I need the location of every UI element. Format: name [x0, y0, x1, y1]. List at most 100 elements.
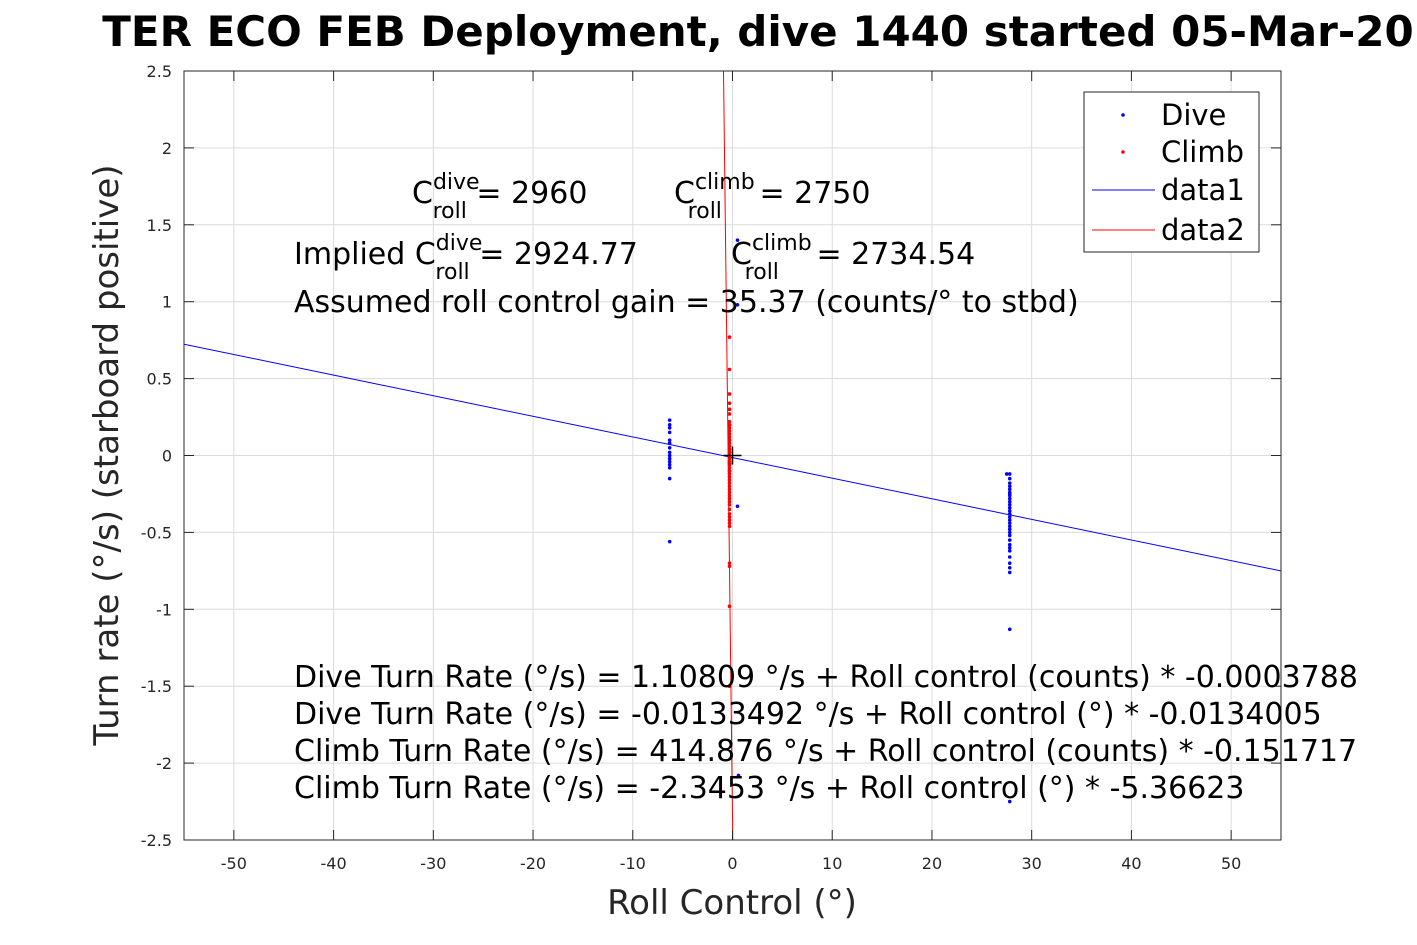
- point-climb: [727, 484, 732, 489]
- equation-dive-degrees: Dive Turn Rate (°/s) = -0.0133492 °/s + …: [294, 697, 1322, 732]
- legend-marker-climb: [1121, 150, 1125, 154]
- c-dive-sup: dive: [433, 170, 480, 195]
- point-dive: [735, 302, 740, 307]
- point-climb: [727, 490, 732, 495]
- point-dive: [667, 438, 672, 442]
- point-dive: [1007, 533, 1012, 538]
- x-tick-label: 50: [1221, 854, 1241, 873]
- c-climb-sup: climb: [695, 170, 755, 195]
- point-dive: [667, 422, 672, 427]
- point-dive: [735, 504, 740, 509]
- point-climb: [727, 407, 732, 412]
- c-dive-annotation: Cdive roll = 2960: [412, 170, 587, 224]
- point-climb: [727, 422, 732, 427]
- point-dive: [667, 430, 672, 435]
- implied-dive-annotation: Implied Cdive roll = 2924.77: [294, 231, 638, 285]
- point-dive: [1007, 542, 1012, 547]
- point-dive: [1007, 627, 1012, 632]
- point-climb: [727, 432, 732, 436]
- point-dive: [1007, 565, 1012, 570]
- implied-climb-sup: climb: [752, 231, 812, 256]
- point-climb: [727, 426, 732, 430]
- point-climb: [727, 502, 732, 507]
- x-tick-label: 40: [1121, 854, 1141, 873]
- point-dive: [1007, 492, 1012, 496]
- x-tick-label: 20: [922, 854, 942, 873]
- point-dive: [1007, 476, 1012, 481]
- point-dive: [1007, 515, 1012, 519]
- equation-climb-counts: Climb Turn Rate (°/s) = 414.876 °/s + Ro…: [294, 734, 1357, 769]
- point-climb: [727, 487, 732, 492]
- gain-annotation: Assumed roll control gain = 35.37 (count…: [294, 285, 1079, 320]
- point-climb: [727, 684, 732, 688]
- point-climb: [727, 392, 732, 396]
- y-tick-label: 0: [162, 447, 172, 466]
- legend: Dive Climb data1 data2: [1083, 91, 1260, 253]
- chart-title: TER ECO FEB Deployment, dive 1440 starte…: [102, 7, 1413, 56]
- point-dive: [1007, 530, 1012, 535]
- legend-marker-dive: [1121, 113, 1125, 117]
- y-tick-label: -2.5: [141, 831, 172, 850]
- annotations: Cdive roll = 2960 Cclimb roll = 2750 Impli…: [294, 170, 1358, 806]
- point-climb: [727, 401, 732, 406]
- point-dive: [1007, 496, 1012, 501]
- point-climb: [727, 469, 732, 473]
- implied-climb-sub: roll: [745, 260, 779, 285]
- x-tick-label: -40: [321, 854, 347, 873]
- x-tick-label: 30: [1022, 854, 1042, 873]
- y-tick-label: -1.5: [141, 677, 172, 696]
- point-climb: [727, 472, 732, 476]
- point-dive: [1007, 521, 1012, 525]
- point-dive: [667, 466, 672, 470]
- point-dive: [1007, 512, 1012, 516]
- point-dive: [1007, 570, 1012, 575]
- point-climb: [727, 499, 732, 504]
- c-climb-prefix: C: [674, 176, 695, 211]
- point-climb: [727, 459, 732, 464]
- point-dive: [1007, 484, 1012, 489]
- point-dive: [667, 476, 672, 481]
- c-dive-sub: roll: [433, 199, 467, 224]
- y-tick-label: 1.5: [147, 216, 172, 235]
- point-dive: [667, 462, 672, 467]
- x-tick-label: 10: [822, 854, 842, 873]
- legend-label-data2: data2: [1161, 213, 1245, 247]
- y-tick-label: 2.5: [147, 62, 172, 81]
- y-tick-label: 0.5: [147, 370, 172, 389]
- point-climb: [727, 335, 732, 339]
- point-dive: [1007, 509, 1012, 513]
- point-climb: [727, 441, 732, 445]
- point-dive: [667, 446, 672, 450]
- point-climb: [727, 478, 732, 482]
- c-climb-annotation: Cclimb roll = 2750: [674, 170, 870, 224]
- point-dive: [1007, 799, 1012, 804]
- point-dive: [1007, 538, 1012, 542]
- point-climb: [727, 412, 732, 416]
- point-climb: [727, 450, 732, 455]
- point-climb: [727, 496, 732, 501]
- implied-dive-prefix: Implied C: [294, 237, 436, 272]
- point-dive: [667, 456, 672, 461]
- equation-climb-degrees: Climb Turn Rate (°/s) = -2.3453 °/s + Ro…: [294, 771, 1244, 806]
- point-climb: [727, 462, 732, 467]
- y-tick-label: 2: [162, 139, 172, 158]
- point-climb: [727, 515, 732, 519]
- legend-label-dive: Dive: [1161, 98, 1226, 132]
- x-tick-label: -50: [221, 854, 247, 873]
- point-climb: [727, 518, 732, 522]
- point-dive: [1007, 499, 1012, 504]
- point-dive: [667, 539, 672, 544]
- y-axis-label: Turn rate (°/s) (starboard positive): [87, 164, 127, 746]
- point-dive: [667, 453, 672, 458]
- point-climb: [727, 507, 732, 512]
- x-tick-label: -30: [420, 854, 446, 873]
- axes: -50 -40 -30 -20 -10 0 10 20 30 40 50-2.5-2-1.5-1-0…: [141, 62, 1282, 873]
- point-dive: [1007, 502, 1012, 507]
- point-dive: [667, 418, 672, 422]
- point-dive: [1007, 545, 1012, 550]
- point-climb: [727, 367, 732, 372]
- point-dive: [1007, 481, 1012, 485]
- point-climb: [727, 438, 732, 442]
- x-tick-label: 0: [727, 854, 737, 873]
